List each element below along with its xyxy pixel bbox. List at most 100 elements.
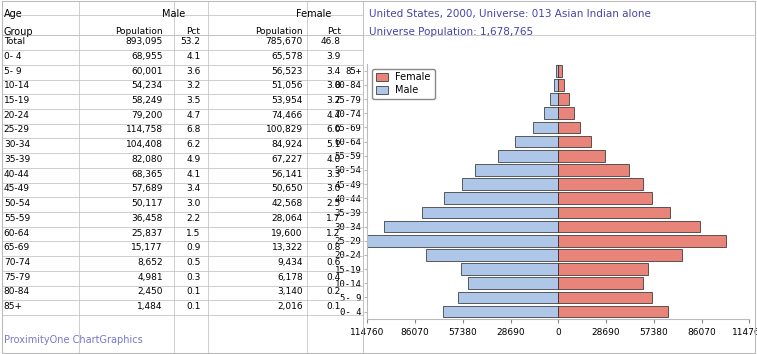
Text: 3.0: 3.0 xyxy=(326,184,341,193)
Text: 0.1: 0.1 xyxy=(186,287,201,296)
Bar xyxy=(558,306,668,317)
Text: 0.3: 0.3 xyxy=(186,273,201,282)
Text: 0.9: 0.9 xyxy=(186,243,201,252)
Text: 56,523: 56,523 xyxy=(272,67,303,76)
Text: 3.4: 3.4 xyxy=(326,67,341,76)
Text: 3.2: 3.2 xyxy=(326,96,341,105)
Text: 4,981: 4,981 xyxy=(137,273,163,282)
Bar xyxy=(558,108,574,119)
Text: 79,200: 79,200 xyxy=(132,111,163,120)
Text: 74,466: 74,466 xyxy=(272,111,303,120)
Text: 10-14: 10-14 xyxy=(4,81,30,90)
Text: 50,650: 50,650 xyxy=(271,184,303,193)
Text: 3.0: 3.0 xyxy=(186,199,201,208)
Bar xyxy=(497,150,558,161)
Text: 2,450: 2,450 xyxy=(137,287,163,296)
Bar xyxy=(558,263,648,275)
Text: 55-59: 55-59 xyxy=(4,214,30,223)
Bar xyxy=(367,235,558,246)
Text: 0.6: 0.6 xyxy=(326,258,341,267)
Bar xyxy=(558,221,699,232)
Bar xyxy=(422,207,558,218)
Bar xyxy=(444,193,558,204)
Text: 1.5: 1.5 xyxy=(186,229,201,238)
Text: 3.2: 3.2 xyxy=(186,81,201,90)
Text: Universe Population: 1,678,765: Universe Population: 1,678,765 xyxy=(369,27,533,36)
Text: 53,954: 53,954 xyxy=(272,96,303,105)
Bar xyxy=(458,292,558,303)
Text: 5.1: 5.1 xyxy=(326,140,341,149)
Bar xyxy=(558,207,670,218)
Text: 50-54: 50-54 xyxy=(4,199,30,208)
Text: 5- 9: 5- 9 xyxy=(4,67,21,76)
Text: Population: Population xyxy=(255,27,303,35)
Bar xyxy=(558,193,652,204)
Bar xyxy=(558,150,605,161)
Text: 0.5: 0.5 xyxy=(186,258,201,267)
Bar xyxy=(533,122,558,133)
Text: 893,095: 893,095 xyxy=(126,37,163,46)
Text: 46.8: 46.8 xyxy=(321,37,341,46)
Text: 0.4: 0.4 xyxy=(326,273,341,282)
Bar xyxy=(544,108,558,119)
Text: Pct: Pct xyxy=(187,27,201,35)
Text: 25-29: 25-29 xyxy=(4,125,30,135)
Text: 0.2: 0.2 xyxy=(326,287,341,296)
Text: 70-74: 70-74 xyxy=(4,258,30,267)
Bar xyxy=(463,178,558,190)
Text: 51,056: 51,056 xyxy=(271,81,303,90)
Bar xyxy=(550,93,558,105)
Text: 1.7: 1.7 xyxy=(326,214,341,223)
Text: 3.0: 3.0 xyxy=(326,81,341,90)
Bar xyxy=(558,79,563,91)
Text: 6,178: 6,178 xyxy=(277,273,303,282)
Bar xyxy=(558,178,643,190)
Bar xyxy=(475,164,558,176)
Text: 53.2: 53.2 xyxy=(181,37,201,46)
Text: 19,600: 19,600 xyxy=(271,229,303,238)
Text: 57,689: 57,689 xyxy=(131,184,163,193)
Text: 58,249: 58,249 xyxy=(132,96,163,105)
Text: Group: Group xyxy=(4,27,33,36)
Bar xyxy=(461,263,558,275)
Text: 3.3: 3.3 xyxy=(326,170,341,179)
Text: 82,080: 82,080 xyxy=(132,155,163,164)
Text: 0.1: 0.1 xyxy=(326,302,341,311)
Text: 4.0: 4.0 xyxy=(326,155,341,164)
Text: United States, 2000, Universe: 013 Asian Indian alone: United States, 2000, Universe: 013 Asian… xyxy=(369,9,650,19)
Text: Male: Male xyxy=(163,9,185,19)
Bar xyxy=(556,65,558,76)
Text: 54,234: 54,234 xyxy=(132,81,163,90)
Bar xyxy=(468,278,558,289)
Text: ProximityOne ChartGraphics: ProximityOne ChartGraphics xyxy=(4,335,142,345)
Bar xyxy=(516,136,558,147)
Text: 68,955: 68,955 xyxy=(131,52,163,61)
Text: Age: Age xyxy=(4,9,23,19)
Text: 0- 4: 0- 4 xyxy=(4,52,21,61)
Text: 15-19: 15-19 xyxy=(4,96,30,105)
Text: 60-64: 60-64 xyxy=(4,229,30,238)
Bar xyxy=(385,221,558,232)
Text: Total: Total xyxy=(4,37,25,46)
Text: 15,177: 15,177 xyxy=(131,243,163,252)
Text: 60,001: 60,001 xyxy=(131,67,163,76)
Bar xyxy=(558,292,653,303)
Text: 0.8: 0.8 xyxy=(326,243,341,252)
Text: 35-39: 35-39 xyxy=(4,155,30,164)
Text: 65,578: 65,578 xyxy=(271,52,303,61)
Text: 13,322: 13,322 xyxy=(272,243,303,252)
Text: 3.5: 3.5 xyxy=(186,96,201,105)
Bar xyxy=(554,79,558,91)
Legend: Female, Male: Female, Male xyxy=(372,69,435,99)
Text: 56,141: 56,141 xyxy=(272,170,303,179)
Text: 80-84: 80-84 xyxy=(4,287,30,296)
Text: Female: Female xyxy=(297,9,332,19)
Text: 25,837: 25,837 xyxy=(132,229,163,238)
Text: 45-49: 45-49 xyxy=(4,184,30,193)
Bar xyxy=(558,93,569,105)
Text: 67,227: 67,227 xyxy=(272,155,303,164)
Text: 4.9: 4.9 xyxy=(186,155,201,164)
Text: 20-24: 20-24 xyxy=(4,111,30,120)
Text: 36,458: 36,458 xyxy=(132,214,163,223)
Text: 85+: 85+ xyxy=(4,302,23,311)
